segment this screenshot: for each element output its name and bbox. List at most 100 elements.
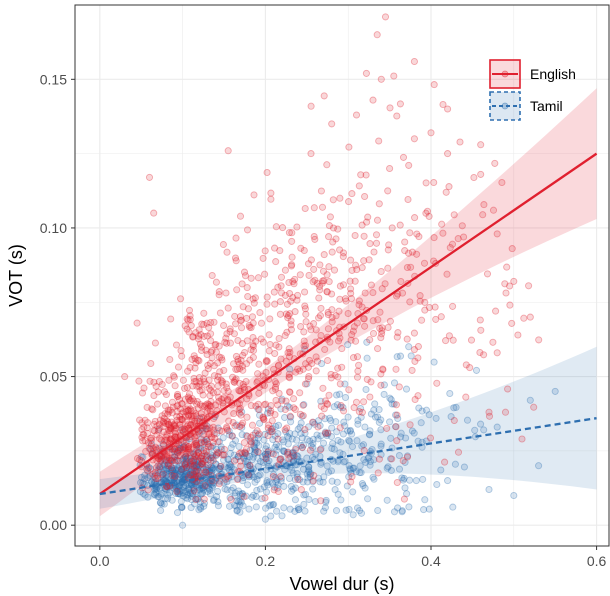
data-point <box>298 443 306 451</box>
data-point <box>176 405 184 413</box>
data-point <box>269 471 278 479</box>
data-point <box>310 232 318 241</box>
data-point <box>163 468 171 476</box>
data-point <box>299 365 307 373</box>
data-point <box>454 448 463 456</box>
data-point <box>214 382 222 390</box>
data-point <box>236 508 244 516</box>
data-point <box>248 456 256 464</box>
data-point <box>267 449 275 457</box>
data-point <box>206 424 214 432</box>
data-point <box>250 449 258 458</box>
data-point <box>297 244 305 252</box>
data-point <box>263 293 271 301</box>
data-point <box>324 311 332 319</box>
data-point <box>243 314 251 322</box>
data-point <box>467 336 476 344</box>
data-point <box>361 484 369 492</box>
data-point <box>163 452 171 460</box>
data-point <box>186 435 194 443</box>
data-point <box>349 511 357 519</box>
data-point <box>288 466 296 474</box>
data-point <box>375 137 383 145</box>
data-point <box>439 100 447 109</box>
data-point <box>315 474 323 482</box>
data-point <box>174 466 182 474</box>
data-point <box>214 438 222 446</box>
data-point <box>265 447 273 455</box>
data-point <box>181 322 189 330</box>
data-point <box>387 396 395 404</box>
data-point <box>266 409 274 417</box>
data-point <box>152 485 160 493</box>
data-point <box>182 487 190 496</box>
data-point <box>210 362 218 370</box>
data-point <box>449 336 457 344</box>
data-point <box>192 431 200 439</box>
data-point <box>144 419 152 427</box>
data-point <box>171 459 179 467</box>
data-point <box>377 416 385 424</box>
data-point <box>203 332 211 340</box>
data-point <box>218 356 226 364</box>
data-point <box>272 223 280 231</box>
data-point <box>226 325 234 333</box>
data-point <box>297 486 305 494</box>
data-point <box>234 475 242 484</box>
data-point <box>154 388 162 396</box>
data-point <box>254 448 262 456</box>
data-point <box>188 471 196 479</box>
data-point <box>204 440 212 448</box>
data-point <box>185 485 193 493</box>
data-point <box>281 405 289 414</box>
data-point <box>378 324 386 332</box>
data-point <box>291 476 299 484</box>
data-point <box>321 345 329 354</box>
data-point <box>184 402 192 410</box>
data-point <box>209 439 217 447</box>
data-point <box>237 449 245 457</box>
data-point <box>326 213 334 221</box>
data-point <box>328 424 336 432</box>
data-point <box>187 471 195 479</box>
data-point <box>255 389 263 397</box>
data-point <box>248 313 257 321</box>
data-point <box>299 401 307 409</box>
data-point <box>369 473 377 481</box>
data-point <box>399 476 407 484</box>
data-point <box>185 328 193 336</box>
data-point <box>172 471 180 479</box>
data-point <box>348 443 357 451</box>
data-point <box>287 487 296 495</box>
data-point <box>377 381 385 389</box>
data-point <box>301 302 309 310</box>
data-point <box>199 457 207 465</box>
data-point <box>407 352 415 360</box>
data-point <box>215 465 223 473</box>
data-point <box>485 408 493 416</box>
data-point <box>370 475 378 483</box>
data-point <box>147 436 155 444</box>
data-point <box>323 462 331 470</box>
data-point <box>176 446 184 454</box>
data-point <box>336 380 344 388</box>
data-point <box>237 356 245 364</box>
data-point <box>238 492 246 500</box>
data-point <box>184 316 192 324</box>
data-point <box>432 414 440 422</box>
data-point <box>410 429 418 437</box>
data-point <box>292 444 300 452</box>
data-point <box>430 358 438 366</box>
data-point <box>411 214 419 222</box>
data-point <box>303 380 311 388</box>
data-point <box>307 150 315 158</box>
data-point <box>231 489 239 497</box>
data-point <box>501 408 510 416</box>
data-point <box>360 232 368 240</box>
data-point <box>401 247 409 255</box>
data-point <box>178 400 186 408</box>
plot-panel <box>74 4 610 547</box>
data-point <box>352 337 360 345</box>
data-point <box>152 471 160 479</box>
data-point <box>175 395 183 403</box>
